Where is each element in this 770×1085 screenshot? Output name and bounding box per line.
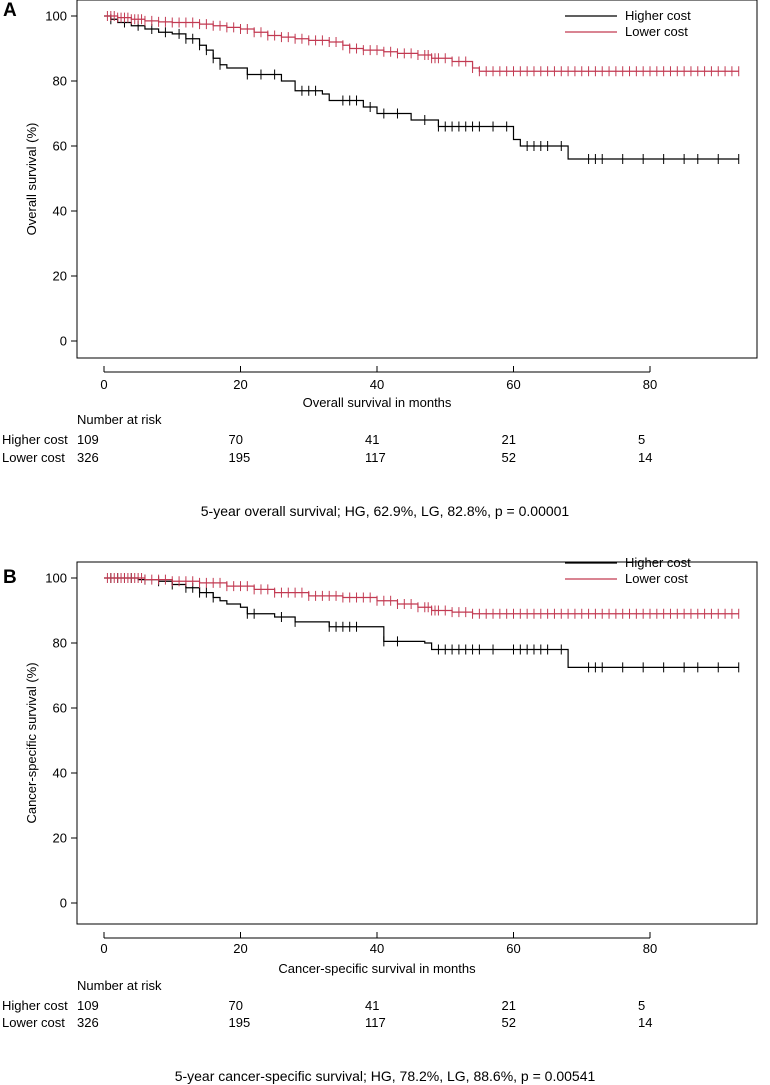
y-tick-label: 20 xyxy=(53,831,67,846)
risk-value: 117 xyxy=(365,1015,386,1030)
legend-label: Lower cost xyxy=(625,24,688,39)
risk-value: 326 xyxy=(77,1015,99,1030)
panel-b: B 0 20 40 60 80 100 Cancer-specific survival (%… xyxy=(2,555,758,1084)
risk-value: 41 xyxy=(365,998,379,1013)
y-tick-label: 0 xyxy=(60,334,67,349)
risk-value: 70 xyxy=(229,998,243,1013)
risk-value: 195 xyxy=(229,450,251,465)
x-axis-label: Cancer-specific survival in months xyxy=(278,961,476,976)
risk-value: 52 xyxy=(502,1015,516,1030)
risk-value: 326 xyxy=(77,450,99,465)
x-tick-label: 80 xyxy=(643,941,657,956)
plot-frame xyxy=(76,0,758,359)
risk-row-label: Higher cost xyxy=(2,432,68,447)
risk-value: 21 xyxy=(502,432,516,447)
y-tick-label: 80 xyxy=(53,74,67,89)
y-axis-label: Overall survival (%) xyxy=(24,123,39,236)
panel-label: B xyxy=(3,567,17,588)
risk-row-label: Lower cost xyxy=(2,1015,65,1030)
y-tick-label: 0 xyxy=(60,896,67,911)
risk-row-label: Lower cost xyxy=(2,450,65,465)
y-tick-label: 100 xyxy=(45,571,67,586)
y-axis-label: Cancer-specific survival (%) xyxy=(24,662,39,823)
risk-value: 14 xyxy=(638,450,652,465)
x-tick-label: 20 xyxy=(233,941,247,956)
risk-row-label: Higher cost xyxy=(2,998,68,1013)
panel-a: A 0 20 40 60 80 100 Overall survival (%) 0 20 40 60… xyxy=(2,0,758,519)
legend-label: Lower cost xyxy=(625,571,688,586)
x-axis-label: Overall survival in months xyxy=(303,395,452,410)
y-tick-label: 80 xyxy=(53,636,67,651)
panel-label: A xyxy=(3,0,17,21)
x-tick-label: 20 xyxy=(233,377,247,392)
plot-frame xyxy=(76,561,758,925)
risk-value: 70 xyxy=(229,432,243,447)
risk-value: 109 xyxy=(77,432,99,447)
x-tick-label: 80 xyxy=(643,377,657,392)
risk-value: 5 xyxy=(638,432,645,447)
risk-value: 41 xyxy=(365,432,379,447)
x-tick-label: 0 xyxy=(100,941,107,956)
y-tick-label: 60 xyxy=(53,139,67,154)
x-tick-label: 40 xyxy=(370,941,384,956)
y-tick-label: 100 xyxy=(45,9,67,24)
y-tick-label: 40 xyxy=(53,204,67,219)
legend-label: Higher cost xyxy=(625,555,691,570)
figure-caption: 5-year overall survival; HG, 62.9%, LG, … xyxy=(201,503,570,519)
legend-label: Higher cost xyxy=(625,8,691,23)
risk-value: 117 xyxy=(365,450,386,465)
x-tick-label: 40 xyxy=(370,377,384,392)
risk-value: 14 xyxy=(638,1015,652,1030)
risk-value: 109 xyxy=(77,998,99,1013)
figure-caption: 5-year cancer-specific survival; HG, 78.… xyxy=(175,1068,596,1084)
x-tick-label: 0 xyxy=(100,377,107,392)
risk-table-header: Number at risk xyxy=(77,978,162,993)
y-tick-label: 40 xyxy=(53,766,67,781)
y-tick-label: 60 xyxy=(53,701,67,716)
curve-higher-cost xyxy=(104,15,739,160)
risk-value: 5 xyxy=(638,998,645,1013)
x-tick-label: 60 xyxy=(506,941,520,956)
risk-table-header: Number at risk xyxy=(77,412,162,427)
risk-value: 52 xyxy=(502,450,516,465)
risk-value: 195 xyxy=(229,1015,251,1030)
y-tick-label: 20 xyxy=(53,269,67,284)
risk-value: 21 xyxy=(502,998,516,1013)
x-tick-label: 60 xyxy=(506,377,520,392)
